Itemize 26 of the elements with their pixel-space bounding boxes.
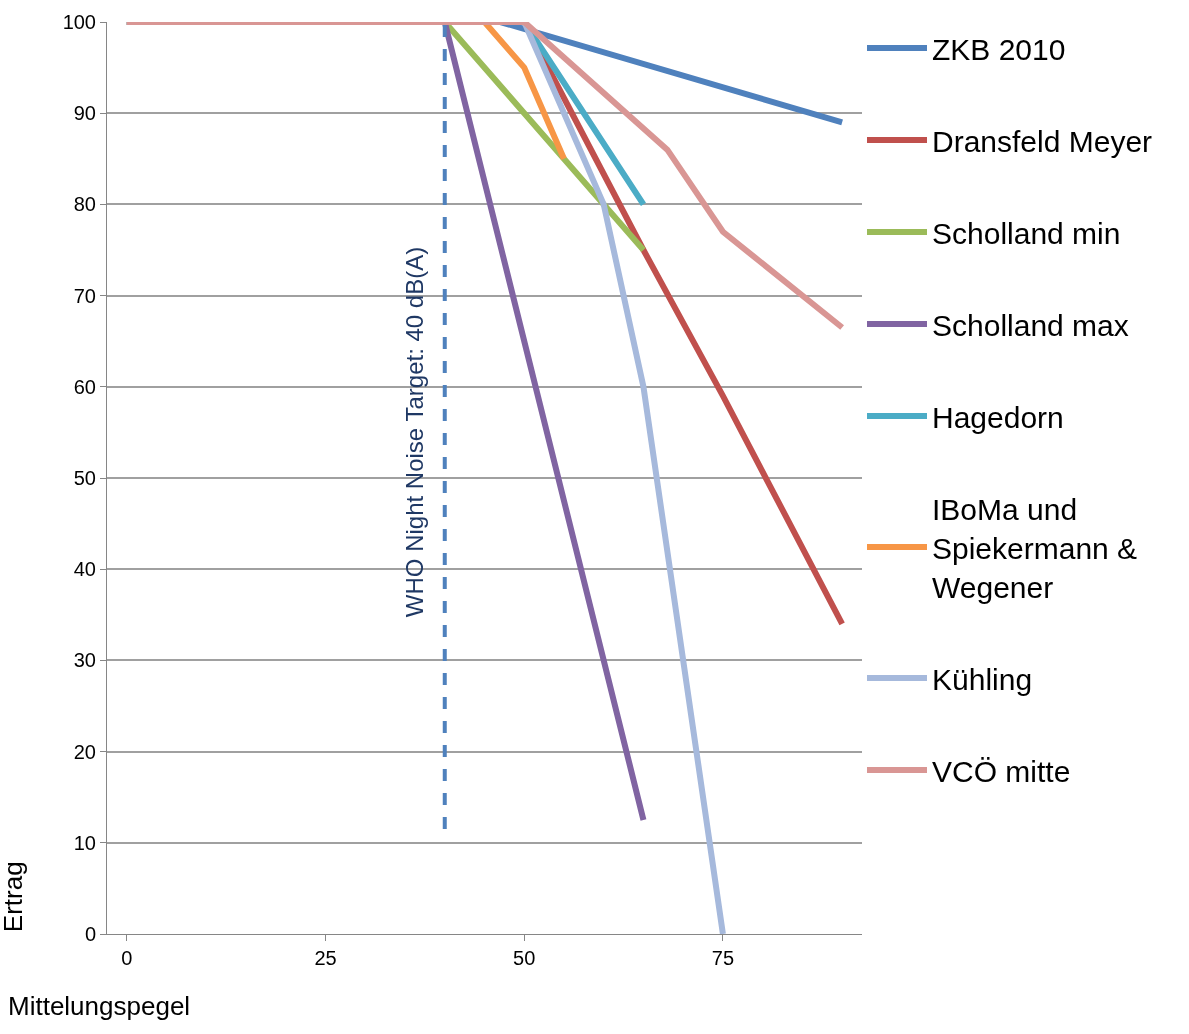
- legend-label: IBoMa und Spiekermann & Wegener: [932, 492, 1138, 604]
- y-tick-label: 30: [73, 649, 96, 672]
- legend-label: Hagedorn: [932, 400, 1064, 434]
- y-tick-label: 60: [73, 375, 96, 398]
- x-tick-label: 75: [711, 947, 735, 969]
- y-axis-title: Ertrag: [0, 861, 29, 933]
- legend-label: VCÖ mitte: [932, 754, 1071, 788]
- ref-line-label: WHO Night Noise Target: 40 dB(A): [401, 246, 429, 618]
- y-tick-label: 40: [73, 558, 96, 581]
- y-tick-label: 50: [73, 467, 96, 489]
- legend-label: Dransfeld Meyer: [932, 124, 1153, 158]
- y-tick-label: 0: [84, 923, 96, 945]
- legend-label: Scholland min: [932, 216, 1121, 250]
- y-tick-label: 70: [73, 284, 96, 307]
- x-tick-label: 50: [513, 947, 536, 969]
- legend-label: Kühling: [932, 662, 1033, 696]
- legend-label: Scholland max: [932, 308, 1129, 342]
- y-tick-label: 20: [73, 740, 96, 763]
- y-tick-label: 80: [73, 193, 96, 216]
- y-tick-label: 90: [73, 102, 96, 125]
- legend-label: ZKB 2010: [932, 32, 1066, 66]
- x-tick-label: 25: [314, 947, 337, 969]
- x-axis-title: Mittelungspegel: [8, 991, 191, 1021]
- y-tick-label: 100: [62, 11, 96, 33]
- y-tick-label: 10: [73, 831, 96, 854]
- x-tick-label: 0: [121, 947, 133, 969]
